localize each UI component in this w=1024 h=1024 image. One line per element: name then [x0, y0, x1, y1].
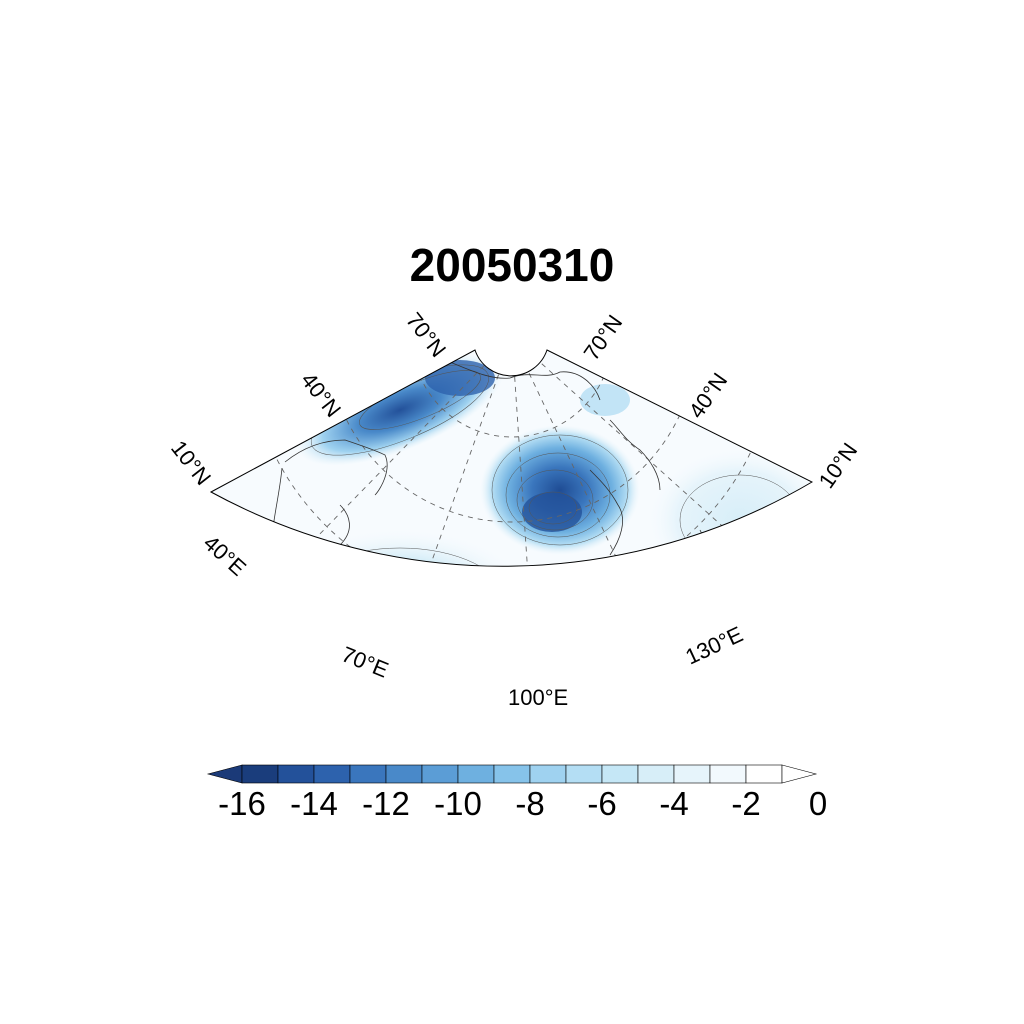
lon-label-100e: 100°E: [508, 685, 568, 710]
colorbar-swatch: [314, 765, 350, 783]
colorbar-tick-label: -12: [362, 785, 410, 822]
colorbar-swatch: [458, 765, 494, 783]
lat-label-right-40n: 40°N: [684, 368, 733, 423]
colorbar-swatch: [638, 765, 674, 783]
colorbar-tick-label: -6: [587, 785, 616, 822]
colorbar-swatch: [242, 765, 278, 783]
colorbar-tick-label: -14: [290, 785, 338, 822]
colorbar-swatch: [386, 765, 422, 783]
lat-label-right-10n: 10°N: [814, 438, 863, 493]
map-panel: [200, 72, 830, 690]
colorbar-swatch: [746, 765, 782, 783]
colorbar-swatch: [494, 765, 530, 783]
colorbar: -16 -14 -12 -10 -8 -6 -4 -2 0: [208, 765, 827, 822]
colorbar-tick-label: -8: [515, 785, 544, 822]
colorbar-tick-label: -10: [434, 785, 482, 822]
lat-label-right-70n: 70°N: [579, 310, 628, 365]
lon-label-40e: 40°E: [199, 530, 251, 581]
colorbar-swatch: [674, 765, 710, 783]
colorbar-swatch: [350, 765, 386, 783]
colorbar-swatch: [422, 765, 458, 783]
colorbar-tick-label: -2: [731, 785, 760, 822]
lon-label-70e: 70°E: [338, 641, 392, 682]
west-anomaly-patch: [270, 530, 530, 670]
colorbar-tick-label: -16: [218, 785, 266, 822]
anomaly-field: [200, 72, 830, 690]
colorbar-swatch: [710, 765, 746, 783]
colorbar-swatch: [530, 765, 566, 783]
colorbar-tick-label: 0: [809, 785, 827, 822]
pacific-anomaly-patch: [650, 450, 830, 590]
colorbar-min-arrow: [208, 765, 242, 783]
colorbar-swatch: [278, 765, 314, 783]
lat-label-left-70n: 70°N: [401, 308, 451, 362]
colorbar-max-arrow: [782, 765, 816, 783]
lat-label-left-10n: 10°N: [166, 436, 216, 490]
lon-label-130e: 130°E: [682, 621, 747, 669]
lat-label-left-40n: 40°N: [296, 368, 346, 422]
colorbar-swatch: [566, 765, 602, 783]
colorbar-tick-label: -4: [659, 785, 688, 822]
map-title: 20050310: [410, 239, 615, 291]
colorbar-swatch: [602, 765, 638, 783]
